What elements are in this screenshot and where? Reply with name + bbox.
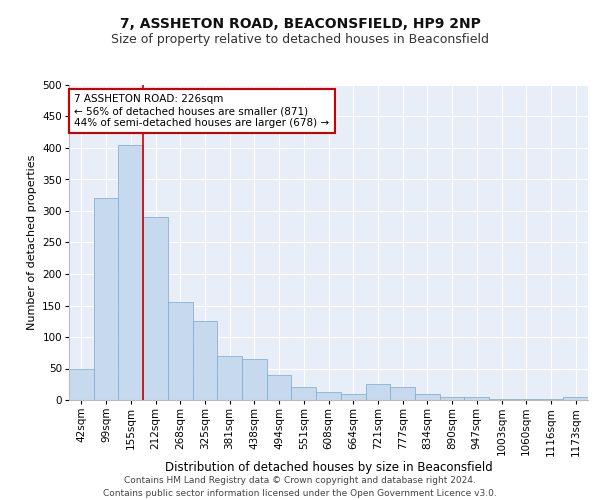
Bar: [440, 397, 464, 400]
Y-axis label: Number of detached properties: Number of detached properties: [27, 155, 37, 330]
Bar: [143, 218, 168, 400]
Bar: [464, 397, 489, 400]
Bar: [217, 356, 242, 400]
Bar: [563, 397, 588, 400]
Text: Contains HM Land Registry data © Crown copyright and database right 2024.
Contai: Contains HM Land Registry data © Crown c…: [103, 476, 497, 498]
X-axis label: Distribution of detached houses by size in Beaconsfield: Distribution of detached houses by size …: [164, 461, 493, 474]
Bar: [118, 145, 143, 400]
Bar: [390, 388, 415, 400]
Text: Size of property relative to detached houses in Beaconsfield: Size of property relative to detached ho…: [111, 32, 489, 46]
Bar: [193, 322, 217, 400]
Bar: [415, 394, 440, 400]
Bar: [316, 392, 341, 400]
Bar: [267, 375, 292, 400]
Bar: [168, 302, 193, 400]
Bar: [365, 384, 390, 400]
Text: 7, ASSHETON ROAD, BEACONSFIELD, HP9 2NP: 7, ASSHETON ROAD, BEACONSFIELD, HP9 2NP: [119, 18, 481, 32]
Bar: [94, 198, 118, 400]
Bar: [489, 398, 514, 400]
Text: 7 ASSHETON ROAD: 226sqm
← 56% of detached houses are smaller (871)
44% of semi-d: 7 ASSHETON ROAD: 226sqm ← 56% of detache…: [74, 94, 329, 128]
Bar: [341, 394, 365, 400]
Bar: [69, 368, 94, 400]
Bar: [514, 398, 539, 400]
Bar: [242, 359, 267, 400]
Bar: [292, 388, 316, 400]
